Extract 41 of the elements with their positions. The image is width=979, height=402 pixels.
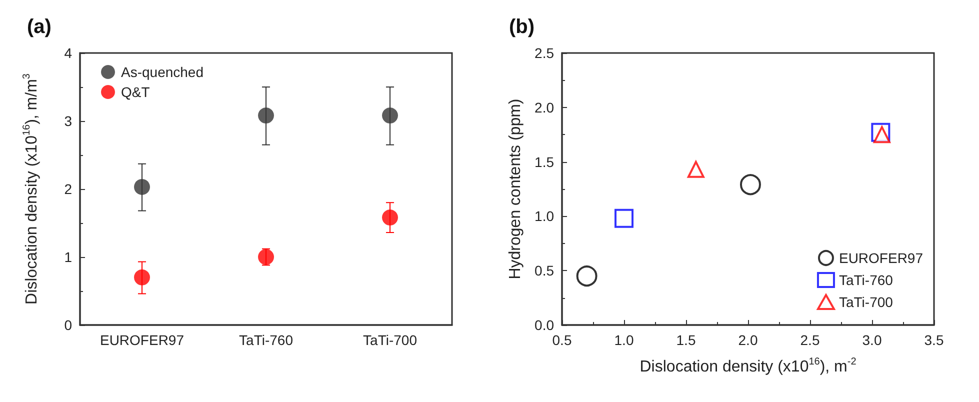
y-tick-label: 1.0: [534, 208, 554, 224]
y-tick-label: 4: [64, 45, 72, 61]
y-tick-label: 0: [64, 317, 72, 333]
y-tick-label: 3: [64, 113, 72, 129]
point: [258, 108, 274, 124]
point: [258, 249, 274, 265]
y-tick-label: 2.0: [534, 99, 554, 116]
x-tick-label: 2.5: [800, 332, 820, 348]
y-tick-label: 1: [64, 249, 72, 265]
point: [134, 269, 150, 286]
x-tick-label: TaTi-700: [363, 332, 418, 348]
legend-label: EUROFER97: [838, 250, 924, 266]
legend-label: As-quenched: [121, 64, 204, 80]
x-tick-label: TaTi-760: [239, 332, 294, 348]
x-tick-label: 3.5: [924, 332, 944, 348]
point: [134, 178, 150, 195]
x-tick-label: EUROFER97: [100, 332, 184, 348]
y-axis-title: Hydrogen contents (ppm): [507, 98, 524, 280]
chart-title: (b): [509, 16, 535, 38]
chart-title: (a): [27, 16, 52, 38]
y-tick-label: 0.0: [534, 317, 554, 333]
point: [382, 210, 398, 226]
legend-label: TaTi-760: [838, 272, 894, 288]
point: [687, 160, 704, 178]
x-tick-label: 1.0: [614, 332, 634, 348]
x-tick-label: 2.0: [738, 332, 758, 348]
y-tick-label: 2.5: [534, 45, 554, 61]
y-tick-label: 2: [64, 181, 72, 197]
point: [382, 108, 398, 124]
y-tick-label: 0.5: [534, 262, 554, 279]
x-tick-label: 0.5: [552, 332, 572, 348]
legend-label: TaTi-700: [838, 294, 894, 310]
y-axis-title: Dislocation density (x1016), m/m3: [22, 73, 40, 304]
y-tick-label: 1.5: [534, 154, 554, 170]
x-tick-label: 3.0: [862, 332, 882, 348]
point: [614, 208, 634, 228]
x-tick-label: 1.5: [676, 332, 696, 348]
point: [576, 266, 598, 287]
point: [740, 174, 761, 196]
point: [873, 126, 890, 144]
legend-label: Q&T: [121, 84, 150, 100]
